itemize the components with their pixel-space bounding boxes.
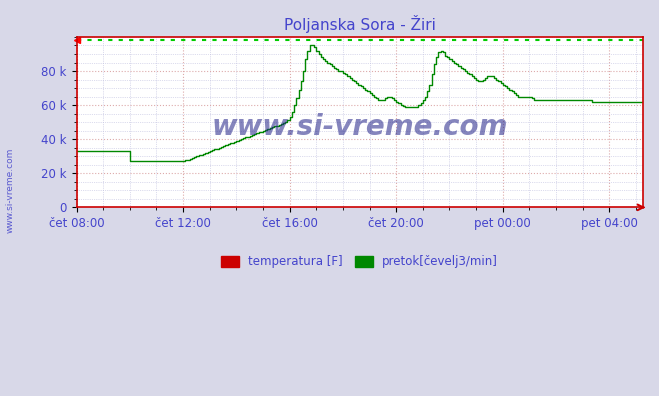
- Text: www.si-vreme.com: www.si-vreme.com: [212, 113, 508, 141]
- Legend: temperatura [F], pretok[čevelj3/min]: temperatura [F], pretok[čevelj3/min]: [217, 251, 503, 273]
- Title: Poljanska Sora - Žiri: Poljanska Sora - Žiri: [283, 15, 436, 33]
- Text: www.si-vreme.com: www.si-vreme.com: [5, 147, 14, 233]
